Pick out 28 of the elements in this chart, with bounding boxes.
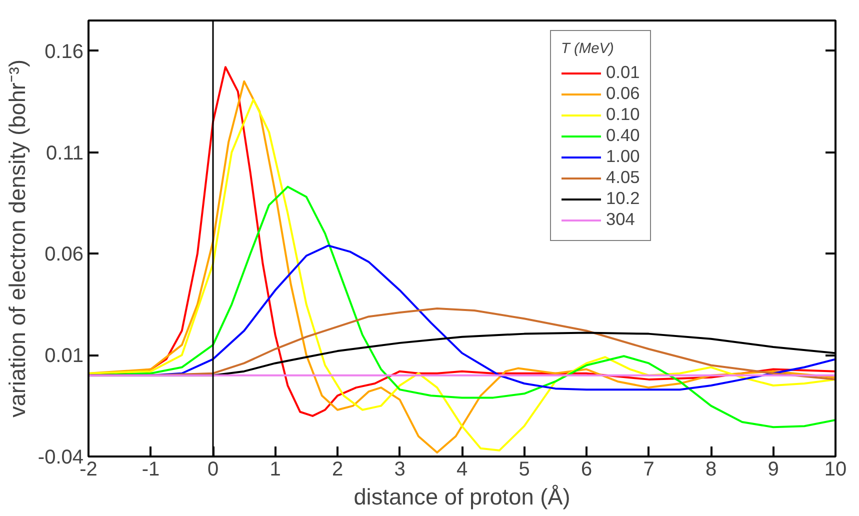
x-tick-label: 10 bbox=[824, 458, 847, 480]
legend-label: 304 bbox=[606, 209, 635, 230]
x-tick-label: 3 bbox=[394, 458, 406, 480]
legend-label: 10.2 bbox=[606, 188, 640, 209]
x-tick-label: 4 bbox=[456, 458, 468, 480]
legend-label: 0.06 bbox=[606, 83, 640, 104]
legend-label: 1.00 bbox=[606, 146, 640, 167]
x-tick-label: 1 bbox=[270, 458, 281, 480]
y-tick-label: -0.04 bbox=[38, 446, 84, 468]
x-tick-label: 9 bbox=[768, 458, 779, 480]
x-tick-label: -1 bbox=[142, 458, 160, 480]
x-tick-label: 5 bbox=[518, 458, 530, 480]
y-tick-label: 0.01 bbox=[44, 345, 84, 368]
legend-title: T (MeV) bbox=[561, 41, 615, 57]
legend-label: 0.40 bbox=[606, 125, 640, 146]
y-axis-title: variation of electron density (bohr⁻³) bbox=[4, 59, 30, 418]
y-tick-label: 0.16 bbox=[44, 40, 84, 63]
x-tick-label: 8 bbox=[705, 458, 717, 480]
legend-label: 0.10 bbox=[606, 104, 640, 125]
legend-label: 4.05 bbox=[606, 167, 640, 188]
x-tick-label: 7 bbox=[643, 458, 654, 480]
x-axis-title: distance of proton (Å) bbox=[354, 484, 570, 510]
y-tick-label: 0.11 bbox=[46, 142, 84, 164]
x-tick-label: 6 bbox=[580, 458, 592, 480]
legend-label: 0.01 bbox=[606, 62, 640, 83]
x-tick-label: 0 bbox=[207, 458, 219, 480]
x-tick-label: 2 bbox=[332, 458, 344, 480]
y-tick-label: 0.06 bbox=[44, 244, 84, 266]
